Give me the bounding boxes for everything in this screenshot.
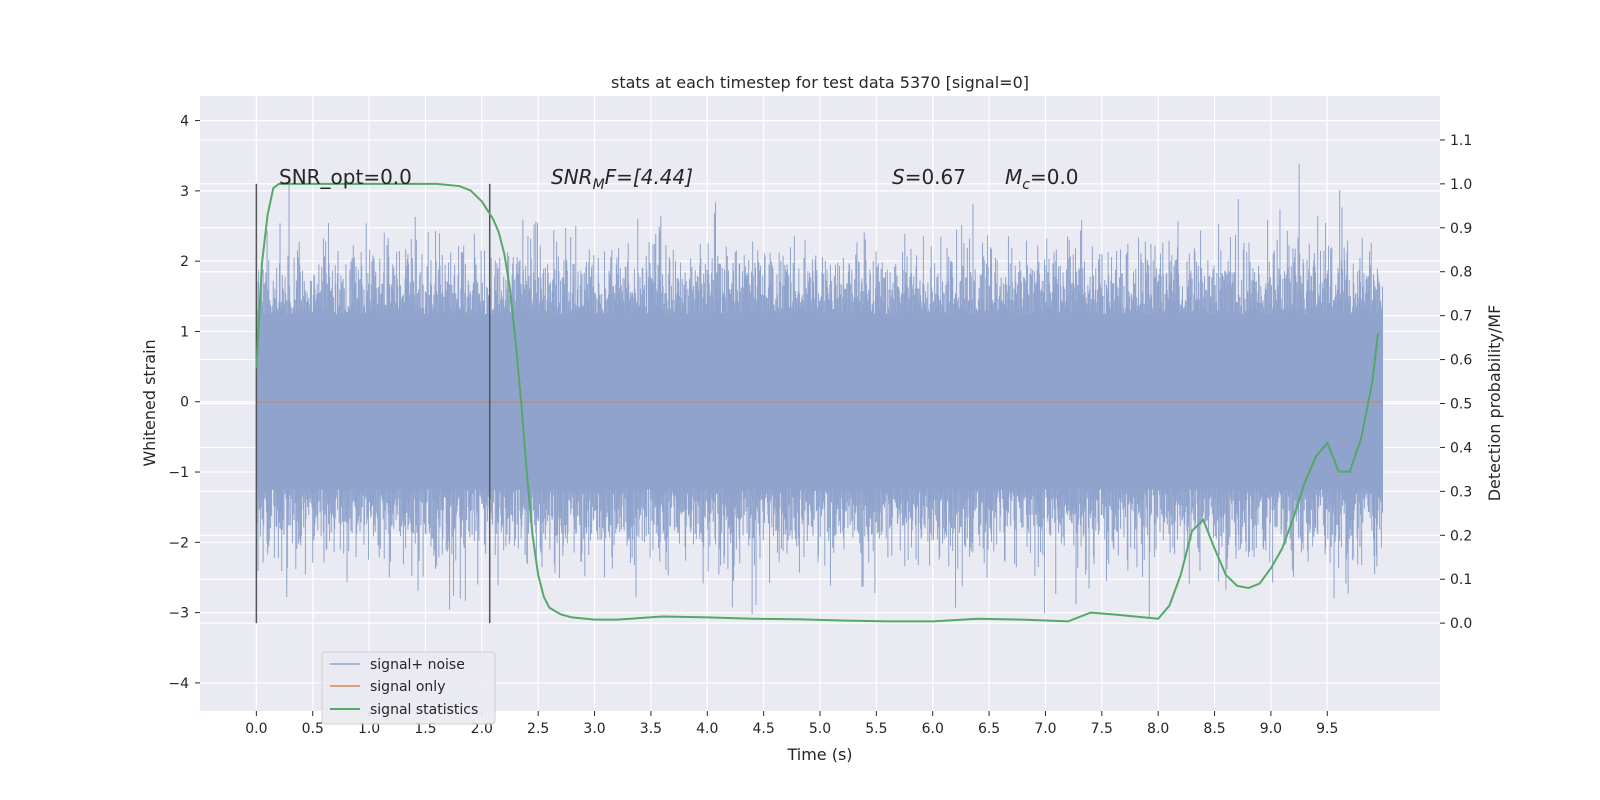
y-right-tick-label: 0.2 xyxy=(1450,528,1472,544)
y-tick-label: −4 xyxy=(168,676,189,692)
legend-label-signal-statistics: signal statistics xyxy=(370,702,478,718)
y-tick-label: −1 xyxy=(168,465,189,481)
x-tick-label: 5.5 xyxy=(865,721,887,737)
x-tick-label: 6.5 xyxy=(978,721,1000,737)
y-axis-label-right: Detection probability/MF xyxy=(1485,305,1504,502)
y-right-tick-label: 0.6 xyxy=(1450,353,1472,369)
x-ticks: 0.0 0.5 1.0 1.5 2.0 2.5 3.0 3.5 4.0 4.5 5.0 5.5 6.0 6… xyxy=(245,711,1338,737)
y-right-tick-label: 0.5 xyxy=(1450,397,1472,413)
y-right-tick-label: 0.3 xyxy=(1450,484,1472,500)
annotation-snr-mf: SNRMF=[4.44] xyxy=(551,165,693,193)
mc-var: M xyxy=(1005,165,1022,189)
vertical-lines xyxy=(255,183,491,624)
annotation-mc: Mc=0.0 xyxy=(1005,165,1079,193)
legend-label-signal-noise: signal+ noise xyxy=(370,657,465,673)
y-right-tick-label: 0.9 xyxy=(1450,221,1472,237)
x-tick-label: 8.5 xyxy=(1203,721,1225,737)
x-tick-label: 9.0 xyxy=(1260,721,1282,737)
y-tick-label: 1 xyxy=(180,324,189,340)
annotation-s: S=0.67 xyxy=(892,165,966,189)
x-axis-label: Time (s) xyxy=(786,745,852,764)
x-tick-label: 8.0 xyxy=(1147,721,1169,737)
x-tick-label: 0.0 xyxy=(245,721,267,737)
mc-sub: c xyxy=(1022,177,1030,193)
x-tick-label: 3.5 xyxy=(640,721,662,737)
y-tick-label: 2 xyxy=(180,254,189,270)
y-tick-label: −2 xyxy=(168,535,189,551)
y-tick-label: 3 xyxy=(180,184,189,200)
y-right-tick-label: 1.0 xyxy=(1450,177,1472,193)
s-var: S xyxy=(892,165,905,189)
s-val: =0.67 xyxy=(905,165,966,189)
y-right-tick-label: 0.0 xyxy=(1450,616,1472,632)
y-ticks-right: 1.1 1.0 0.9 0.8 0.7 0.6 0.5 0.4 0.3 0.2 0.1 0.0 xyxy=(1440,133,1472,632)
y-tick-label: −3 xyxy=(168,606,189,622)
legend-box xyxy=(321,651,496,725)
x-tick-label: 4.0 xyxy=(696,721,718,737)
x-tick-label: 5.0 xyxy=(809,721,831,737)
x-tick-label: 3.0 xyxy=(583,721,605,737)
snr-mf-tail: F=[4.44] xyxy=(605,165,693,189)
y-right-tick-label: 0.8 xyxy=(1450,265,1472,281)
legend-label-signal-only: signal only xyxy=(370,679,445,695)
x-tick-label: 6.0 xyxy=(922,721,944,737)
chart-title: stats at each timestep for test data 537… xyxy=(611,73,1029,92)
snr-mf-sub: M xyxy=(593,177,605,193)
series-signal-statistics xyxy=(255,182,1379,623)
x-tick-label: 7.0 xyxy=(1034,721,1056,737)
y-ticks: 4 3 2 1 0 −1 −2 −3 −4 xyxy=(168,114,200,692)
y-right-tick-label: 0.1 xyxy=(1450,572,1472,588)
y-right-tick-label: 1.1 xyxy=(1450,133,1472,149)
x-tick-label: 0.5 xyxy=(302,721,324,737)
y-right-tick-label: 0.7 xyxy=(1450,309,1472,325)
x-tick-label: 9.5 xyxy=(1316,721,1338,737)
x-tick-label: 1.5 xyxy=(414,721,436,737)
y-tick-label: 4 xyxy=(180,114,189,130)
x-tick-label: 2.0 xyxy=(471,721,493,737)
legend: signal+ noise signal only signal statist… xyxy=(321,651,496,725)
x-tick-label: 1.0 xyxy=(358,721,380,737)
snr-mf-base: SNR xyxy=(551,165,593,189)
x-tick-label: 7.5 xyxy=(1091,721,1113,737)
annotation-snr-opt: SNR_opt=0.0 xyxy=(279,165,412,189)
mc-val: =0.0 xyxy=(1030,165,1079,189)
x-tick-label: 4.5 xyxy=(753,721,775,737)
y-tick-label: 0 xyxy=(180,395,189,411)
y-axis-label: Whitened strain xyxy=(140,339,159,466)
x-tick-label: 2.5 xyxy=(527,721,549,737)
y-right-tick-label: 0.4 xyxy=(1450,440,1472,456)
